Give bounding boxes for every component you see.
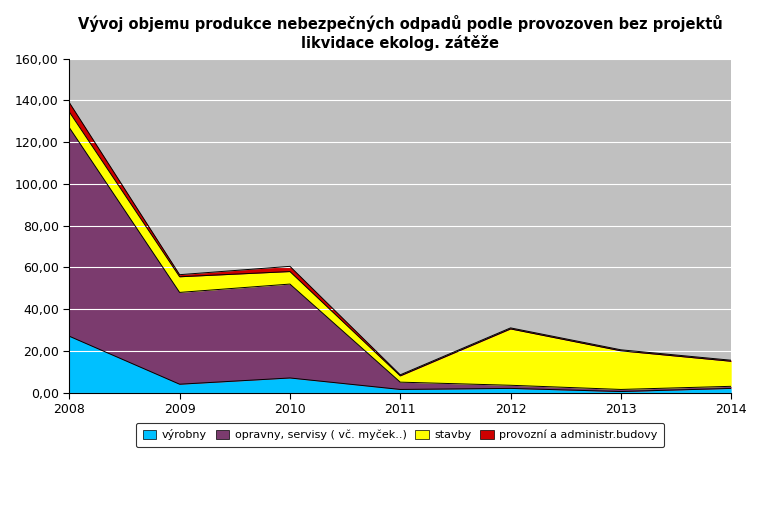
- Legend: výrobny, opravny, servisy ( vč. myček..), stavby, provozní a administr.budovy: výrobny, opravny, servisy ( vč. myček..)…: [136, 423, 664, 447]
- Title: Vývoj objemu produkce nebezpečných odpadů podle provozoven bez projektů
likvidac: Vývoj objemu produkce nebezpečných odpad…: [78, 15, 722, 51]
